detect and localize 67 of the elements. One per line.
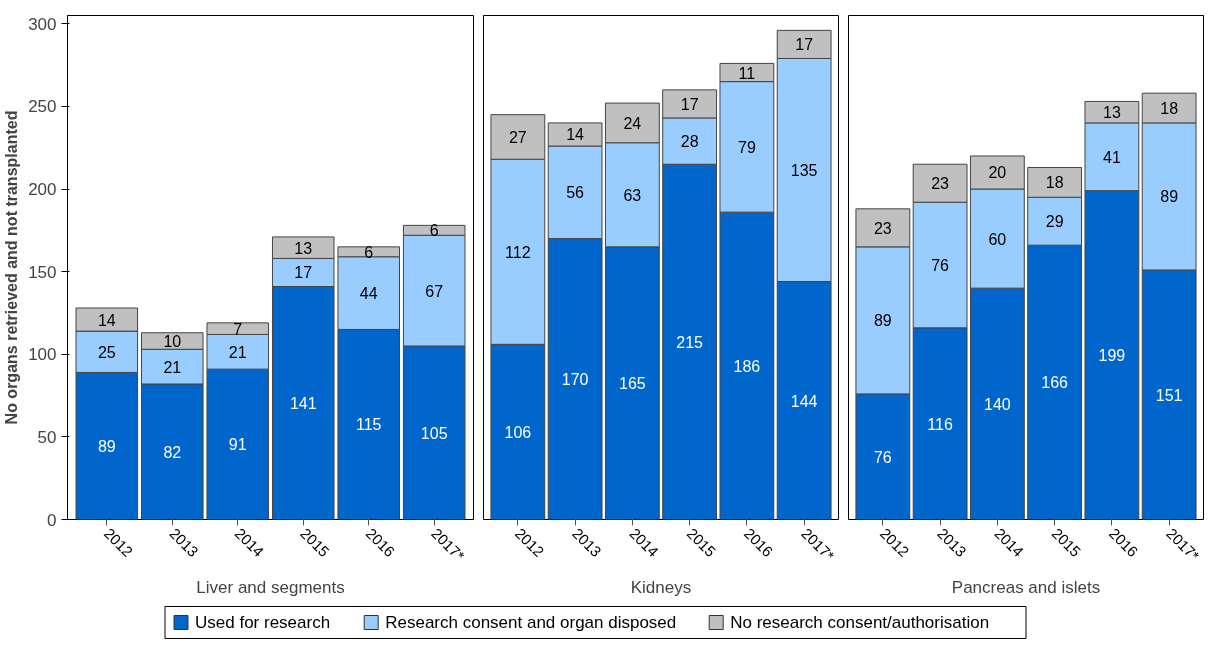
data-label: 89 bbox=[97, 437, 116, 455]
data-label: 135 bbox=[790, 162, 818, 179]
data-label: 89 bbox=[873, 312, 892, 330]
data-label: 106 bbox=[504, 423, 532, 441]
data-label: 151 bbox=[1155, 386, 1183, 404]
y-axis-title: No organs retrieved and not transplanted bbox=[3, 110, 21, 425]
data-label: 67 bbox=[425, 282, 444, 300]
data-label: 63 bbox=[623, 186, 642, 204]
data-label: 13 bbox=[294, 239, 313, 257]
data-label: 141 bbox=[289, 395, 317, 412]
data-label: 165 bbox=[619, 375, 646, 393]
data-label: 21 bbox=[228, 343, 247, 361]
data-label: 7 bbox=[233, 320, 243, 338]
data-label: 14 bbox=[97, 311, 116, 329]
data-label: 76 bbox=[931, 257, 950, 275]
data-label: 44 bbox=[359, 285, 378, 303]
data-label: 115 bbox=[355, 416, 382, 434]
data-label: 14 bbox=[566, 126, 585, 144]
data-label: 17 bbox=[294, 264, 313, 282]
data-label: 25 bbox=[97, 343, 116, 361]
y-tick-label: 50 bbox=[37, 427, 57, 447]
data-label: 215 bbox=[676, 333, 704, 351]
y-tick-label: 100 bbox=[28, 345, 57, 365]
data-label: 13 bbox=[1102, 104, 1121, 122]
x-axis-title: Kidneys bbox=[630, 578, 692, 598]
data-label: 170 bbox=[561, 371, 589, 389]
data-label: 144 bbox=[790, 392, 818, 410]
data-label: 24 bbox=[623, 114, 642, 132]
data-label: 20 bbox=[988, 164, 1007, 182]
y-tick-label: 150 bbox=[28, 262, 57, 282]
data-label: 23 bbox=[931, 175, 950, 193]
data-label: 18 bbox=[1045, 174, 1064, 192]
x-axis-title: Pancreas and islets bbox=[951, 578, 1101, 598]
y-tick-label: 0 bbox=[47, 510, 57, 530]
data-label: 105 bbox=[420, 424, 448, 442]
data-label: 76 bbox=[873, 448, 892, 466]
data-label: 89 bbox=[1160, 188, 1179, 206]
data-label: 116 bbox=[927, 415, 953, 433]
x-axis-title: Liver and segments bbox=[196, 578, 345, 598]
data-label: 29 bbox=[1045, 213, 1064, 231]
data-label: 27 bbox=[508, 128, 527, 146]
data-label: 91 bbox=[228, 436, 247, 454]
legend-label: Used for research bbox=[195, 613, 331, 632]
data-label: 140 bbox=[984, 395, 1011, 413]
data-label: 41 bbox=[1102, 148, 1121, 166]
data-label: 186 bbox=[733, 357, 761, 375]
data-label: 112 bbox=[505, 243, 531, 261]
y-tick-label: 250 bbox=[28, 97, 57, 117]
data-label: 11 bbox=[738, 64, 756, 82]
data-label: 28 bbox=[680, 133, 699, 151]
data-label: 17 bbox=[795, 36, 814, 54]
data-label: 56 bbox=[566, 184, 585, 202]
data-label: 23 bbox=[873, 219, 892, 237]
data-label: 10 bbox=[163, 333, 182, 351]
y-tick-label: 200 bbox=[28, 180, 57, 200]
data-label: 166 bbox=[1041, 374, 1069, 392]
data-label: 21 bbox=[163, 358, 182, 376]
data-label: 199 bbox=[1098, 347, 1126, 365]
data-label: 79 bbox=[737, 138, 756, 156]
data-label: 6 bbox=[364, 243, 374, 261]
legend-label: No research consent/authorisation bbox=[730, 613, 990, 632]
data-label: 18 bbox=[1160, 100, 1179, 118]
legend-label: Research consent and organ disposed bbox=[385, 613, 677, 632]
data-label: 82 bbox=[163, 443, 182, 461]
data-label: 60 bbox=[988, 230, 1007, 248]
data-label: 17 bbox=[680, 95, 699, 113]
y-tick-label: 300 bbox=[28, 14, 57, 34]
